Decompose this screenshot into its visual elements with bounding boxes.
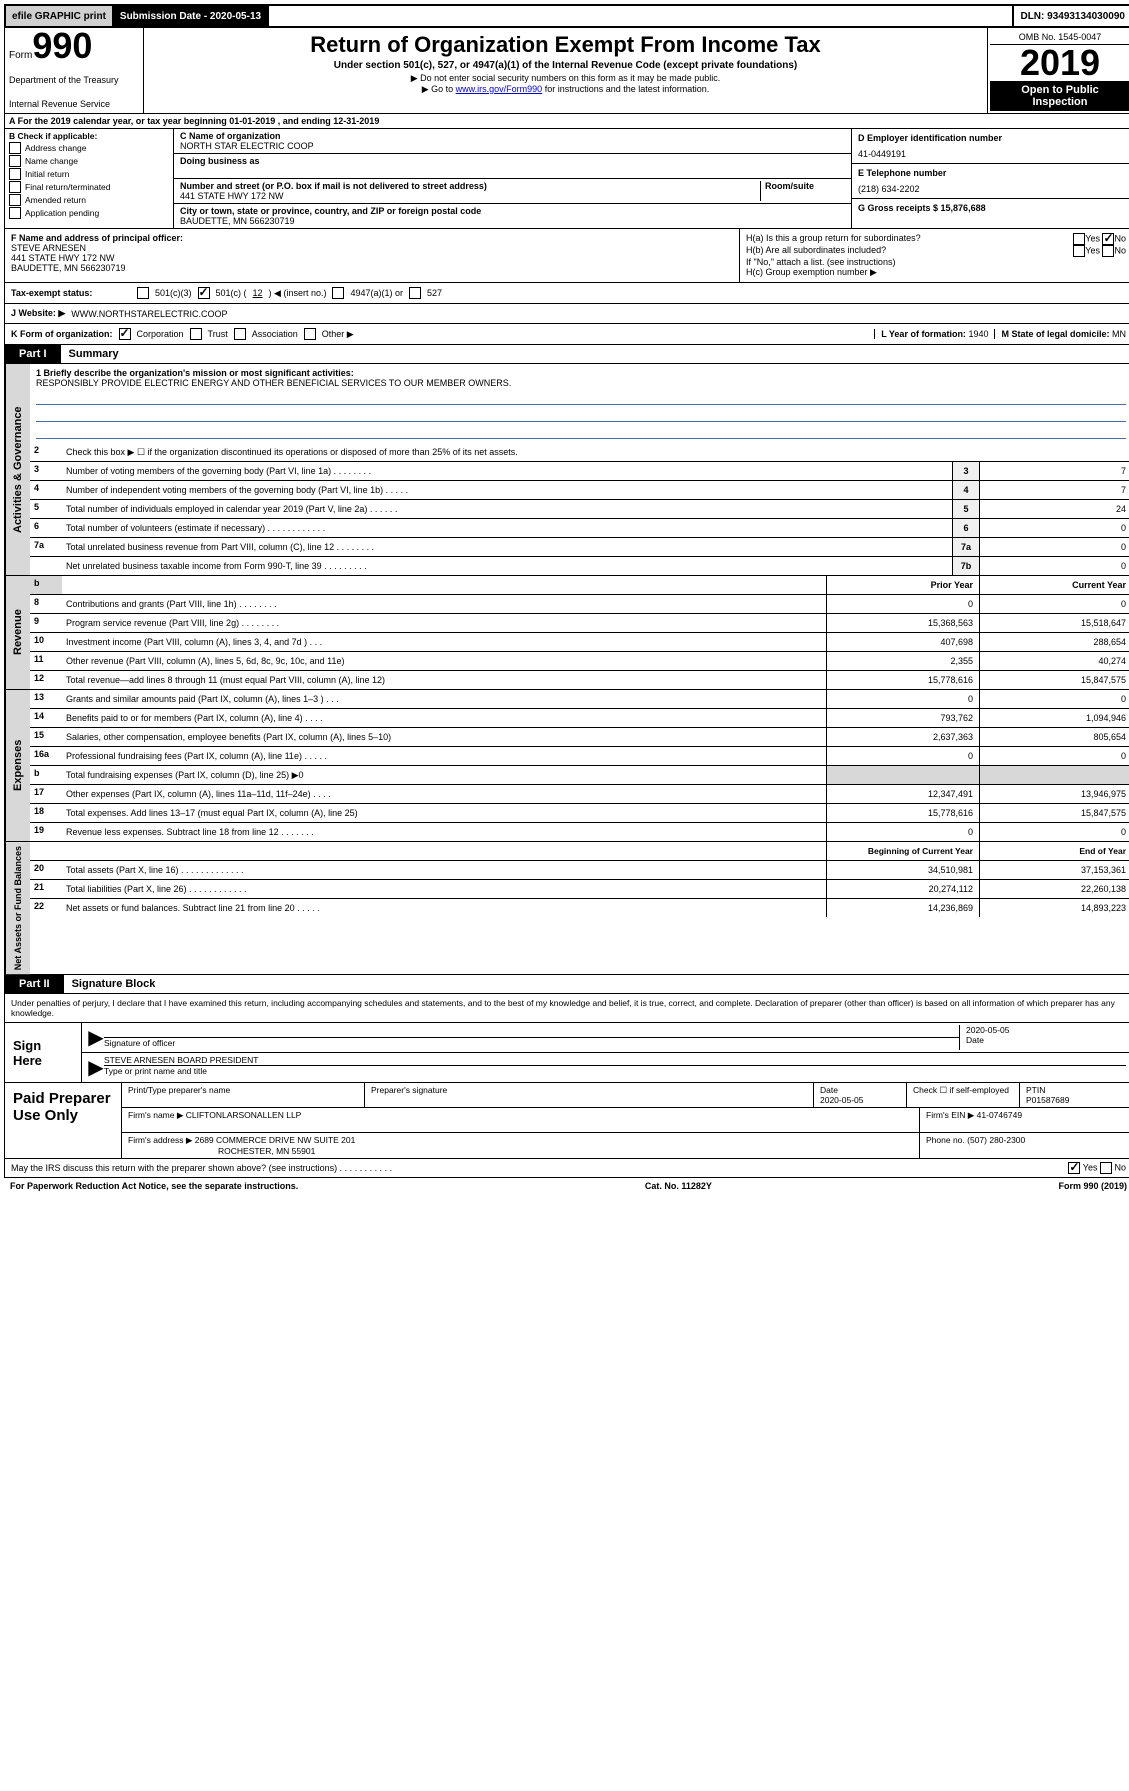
paid-preparer: Paid Preparer Use Only Print/Type prepar… <box>5 1082 1129 1158</box>
form990-link[interactable]: www.irs.gov/Form990 <box>456 84 543 94</box>
cb-initial[interactable] <box>9 168 21 180</box>
cb-final[interactable] <box>9 181 21 193</box>
cb-discuss-yes[interactable] <box>1068 1162 1080 1174</box>
table-row: 5Total number of individuals employed in… <box>30 500 1129 519</box>
part-1-header: Part I Summary <box>4 345 1129 364</box>
col-right: D Employer identification number 41-0449… <box>851 129 1129 228</box>
table-row: 11Other revenue (Part VIII, column (A), … <box>30 652 1129 671</box>
dln: DLN: 93493134030090 <box>1012 6 1129 26</box>
table-row: 16aProfessional fundraising fees (Part I… <box>30 747 1129 766</box>
table-row: 13Grants and similar amounts paid (Part … <box>30 690 1129 709</box>
table-row: 10Investment income (Part VIII, column (… <box>30 633 1129 652</box>
section-a: A For the 2019 calendar year, or tax yea… <box>4 114 1129 129</box>
row-f-h: F Name and address of principal officer:… <box>4 229 1129 283</box>
top-bar: efile GRAPHIC print Submission Date - 20… <box>4 4 1129 28</box>
website-url: WWW.NORTHSTARELECTRIC.COOP <box>71 309 227 319</box>
tax-status-row: Tax-exempt status: 501(c)(3) 501(c) (12)… <box>4 283 1129 304</box>
ein: 41-0449191 <box>858 149 1126 159</box>
table-row: 20Total assets (Part X, line 16) . . . .… <box>30 861 1129 880</box>
form-header: Form990 Department of the Treasury Inter… <box>4 28 1129 114</box>
tax-year: 2019 <box>990 45 1129 81</box>
org-address: 441 STATE HWY 172 NW <box>180 191 760 201</box>
table-row: 17Other expenses (Part IX, column (A), l… <box>30 785 1129 804</box>
arrow-icon: ▶ <box>88 1055 104 1080</box>
info-grid: B Check if applicable: Address change Na… <box>4 129 1129 229</box>
cb-ha-yes[interactable] <box>1073 233 1085 245</box>
form-label: Form <box>9 50 32 61</box>
public-badge: Open to PublicInspection <box>990 81 1129 111</box>
firm-name: CLIFTONLARSONALLEN LLP <box>186 1110 302 1120</box>
table-row: bTotal fundraising expenses (Part IX, co… <box>30 766 1129 785</box>
table-row: 12Total revenue—add lines 8 through 11 (… <box>30 671 1129 689</box>
col-c-org: C Name of organization NORTH STAR ELECTR… <box>174 129 851 228</box>
org-city: BAUDETTE, MN 566230719 <box>180 216 845 226</box>
gross-receipts: G Gross receipts $ 15,876,688 <box>858 203 1126 213</box>
table-row: 21Total liabilities (Part X, line 26) . … <box>30 880 1129 899</box>
signer-name: STEVE ARNESEN BOARD PRESIDENT <box>104 1055 1126 1066</box>
table-row: 8Contributions and grants (Part VIII, li… <box>30 595 1129 614</box>
cb-hb-yes[interactable] <box>1073 245 1085 257</box>
revenue-section: Revenue b Prior Year Current Year 8Contr… <box>4 576 1129 690</box>
cb-other[interactable] <box>304 328 316 340</box>
ptin: P01587689 <box>1026 1095 1070 1105</box>
table-row: 6Total number of volunteers (estimate if… <box>30 519 1129 538</box>
table-row: 22Net assets or fund balances. Subtract … <box>30 899 1129 917</box>
net-assets-section: Net Assets or Fund Balances Beginning of… <box>4 842 1129 975</box>
cb-501c3[interactable] <box>137 287 149 299</box>
table-row: 7aTotal unrelated business revenue from … <box>30 538 1129 557</box>
cb-assoc[interactable] <box>234 328 246 340</box>
submission-date: Submission Date - 2020-05-13 <box>114 6 269 26</box>
cb-name[interactable] <box>9 155 21 167</box>
cb-trust[interactable] <box>190 328 202 340</box>
dept-treasury: Department of the Treasury <box>9 75 139 85</box>
form-title: Return of Organization Exempt From Incom… <box>152 32 979 58</box>
cb-527[interactable] <box>409 287 421 299</box>
signature-block: Under penalties of perjury, I declare th… <box>4 994 1129 1159</box>
governance-section: Activities & Governance 1 Briefly descri… <box>4 364 1129 576</box>
officer-name: STEVE ARNESEN <box>11 243 733 253</box>
table-row: 19Revenue less expenses. Subtract line 1… <box>30 823 1129 841</box>
kform-row: K Form of organization: Corporation Trus… <box>4 324 1129 345</box>
table-row: 9Program service revenue (Part VIII, lin… <box>30 614 1129 633</box>
table-row: 3Number of voting members of the governi… <box>30 462 1129 481</box>
mission-text: RESPONSIBLY PROVIDE ELECTRIC ENERGY AND … <box>36 378 1126 388</box>
sign-date: 2020-05-05 <box>966 1025 1126 1035</box>
cb-pending[interactable] <box>9 207 21 219</box>
instruction-2: ▶ Go to www.irs.gov/Form990 for instruct… <box>152 84 979 95</box>
form-subtitle: Under section 501(c), 527, or 4947(a)(1)… <box>152 60 979 71</box>
footer: For Paperwork Reduction Act Notice, see … <box>4 1178 1129 1194</box>
col-b-checkboxes: B Check if applicable: Address change Na… <box>5 129 174 228</box>
sign-here: Sign Here ▶ Signature of officer 2020-05… <box>5 1022 1129 1082</box>
cb-4947[interactable] <box>332 287 344 299</box>
cb-ha-no[interactable] <box>1102 233 1114 245</box>
instruction-1: ▶ Do not enter social security numbers o… <box>152 73 979 84</box>
org-name: NORTH STAR ELECTRIC COOP <box>180 141 845 151</box>
form-number: 990 <box>32 25 92 66</box>
table-row: 15Salaries, other compensation, employee… <box>30 728 1129 747</box>
website-row: J Website: ▶ WWW.NORTHSTARELECTRIC.COOP <box>4 304 1129 324</box>
expenses-section: Expenses 13Grants and similar amounts pa… <box>4 690 1129 842</box>
table-row: 18Total expenses. Add lines 13–17 (must … <box>30 804 1129 823</box>
cb-discuss-no[interactable] <box>1100 1162 1112 1174</box>
cb-501c[interactable] <box>198 287 210 299</box>
cb-amended[interactable] <box>9 194 21 206</box>
efile-button[interactable]: efile GRAPHIC print <box>6 6 114 26</box>
cb-address[interactable] <box>9 142 21 154</box>
table-row: 14Benefits paid to or for members (Part … <box>30 709 1129 728</box>
cb-hb-no[interactable] <box>1102 245 1114 257</box>
table-row: Net unrelated business taxable income fr… <box>30 557 1129 575</box>
arrow-icon: ▶ <box>88 1025 104 1050</box>
table-row: 4Number of independent voting members of… <box>30 481 1129 500</box>
discuss-row: May the IRS discuss this return with the… <box>4 1159 1129 1178</box>
phone: (218) 634-2202 <box>858 184 1126 194</box>
part-2-header: Part II Signature Block <box>4 975 1129 994</box>
dept-irs: Internal Revenue Service <box>9 99 139 109</box>
cb-corp[interactable] <box>119 328 131 340</box>
